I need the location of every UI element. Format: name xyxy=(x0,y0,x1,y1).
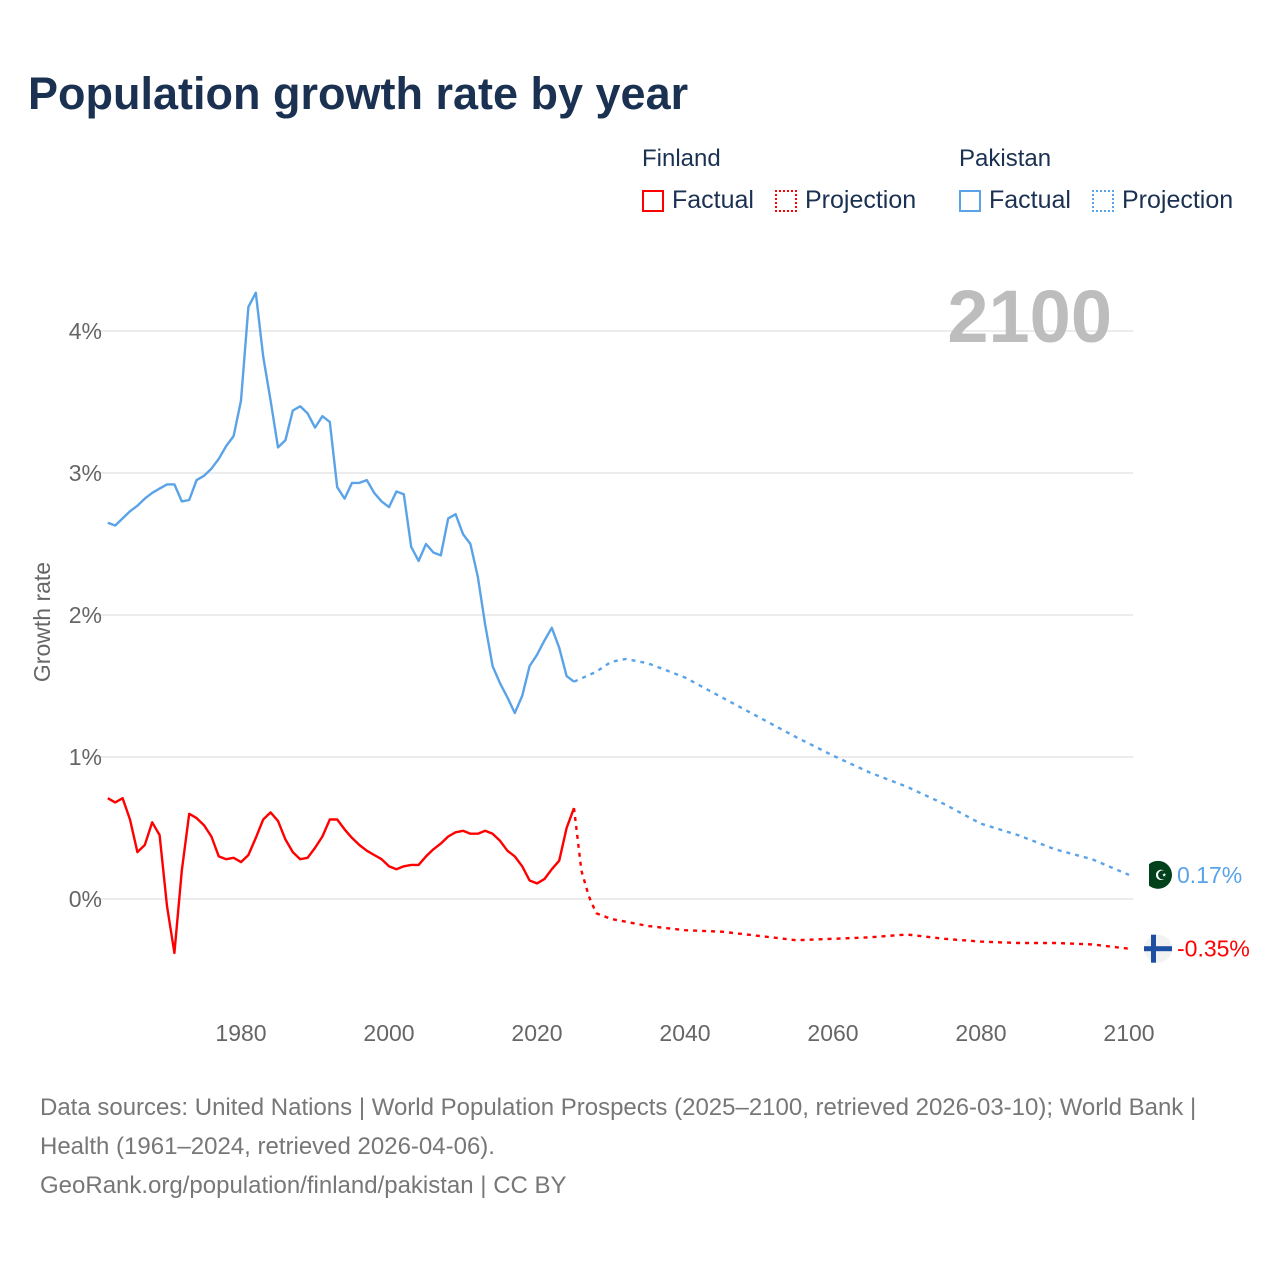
year-overlay: 2100 xyxy=(947,275,1112,358)
y-tick-label: 2% xyxy=(69,602,102,628)
legend-label: Factual xyxy=(989,186,1071,214)
legend-label: Projection xyxy=(805,186,917,214)
series-line-pakistan-projection xyxy=(573,657,1130,877)
legend-swatch-solid xyxy=(642,189,664,212)
legend-label: Projection xyxy=(1122,186,1234,214)
crescent-icon: ☪ xyxy=(1155,867,1168,883)
x-tick-label: 2080 xyxy=(955,1020,1006,1046)
legend-swatch-solid xyxy=(959,189,981,212)
flag-cross-h xyxy=(1144,946,1172,952)
x-tick-label: 2100 xyxy=(1103,1020,1154,1046)
legend-pakistan-projection[interactable]: Projection xyxy=(1092,186,1233,215)
y-tick-label: 4% xyxy=(69,318,102,344)
flag-stripe xyxy=(1144,860,1149,889)
series-line-finland-projection xyxy=(572,807,1130,950)
pakistan-flag-icon: ☪ xyxy=(1144,860,1172,889)
x-tick-label: 2040 xyxy=(659,1020,710,1046)
series-line-pakistan-factual xyxy=(107,291,575,715)
end-value-label: 0.17% xyxy=(1177,862,1242,888)
series-line-finland-factual xyxy=(107,797,576,955)
legend-finland-factual[interactable]: Factual xyxy=(642,186,754,215)
legend-finland-projection[interactable]: Projection xyxy=(775,186,916,215)
source-line: Data sources: United Nations | World Pop… xyxy=(40,1094,1197,1160)
legend-group-finland: Finland xyxy=(642,145,721,172)
source-note: Data sources: United Nations | World Pop… xyxy=(40,1088,1230,1205)
finland-flag-icon xyxy=(1144,934,1172,963)
legend-label: Factual xyxy=(672,186,754,214)
y-tick-label: 3% xyxy=(69,460,102,486)
legend-swatch-dotted xyxy=(1092,189,1114,212)
legend-pakistan-factual[interactable]: Factual xyxy=(959,186,1071,215)
x-tick-label: 1980 xyxy=(215,1020,266,1046)
end-value-label: -0.35% xyxy=(1177,936,1250,962)
chart-title: Population growth rate by year xyxy=(28,68,689,119)
legend-group-pakistan: Pakistan xyxy=(959,145,1052,172)
x-tick-label: 2060 xyxy=(807,1020,858,1046)
y-tick-label: 0% xyxy=(69,886,102,912)
y-axis-label: Growth rate xyxy=(29,562,55,682)
legend-swatch-dotted xyxy=(775,189,797,212)
source-link[interactable]: GeoRank.org/population/finland/pakistan … xyxy=(40,1172,567,1199)
flag-cross-v xyxy=(1151,934,1156,963)
x-tick-label: 2020 xyxy=(511,1020,562,1046)
flag-circle xyxy=(1144,860,1172,889)
y-tick-label: 1% xyxy=(69,744,102,770)
x-tick-label: 2000 xyxy=(363,1020,414,1046)
